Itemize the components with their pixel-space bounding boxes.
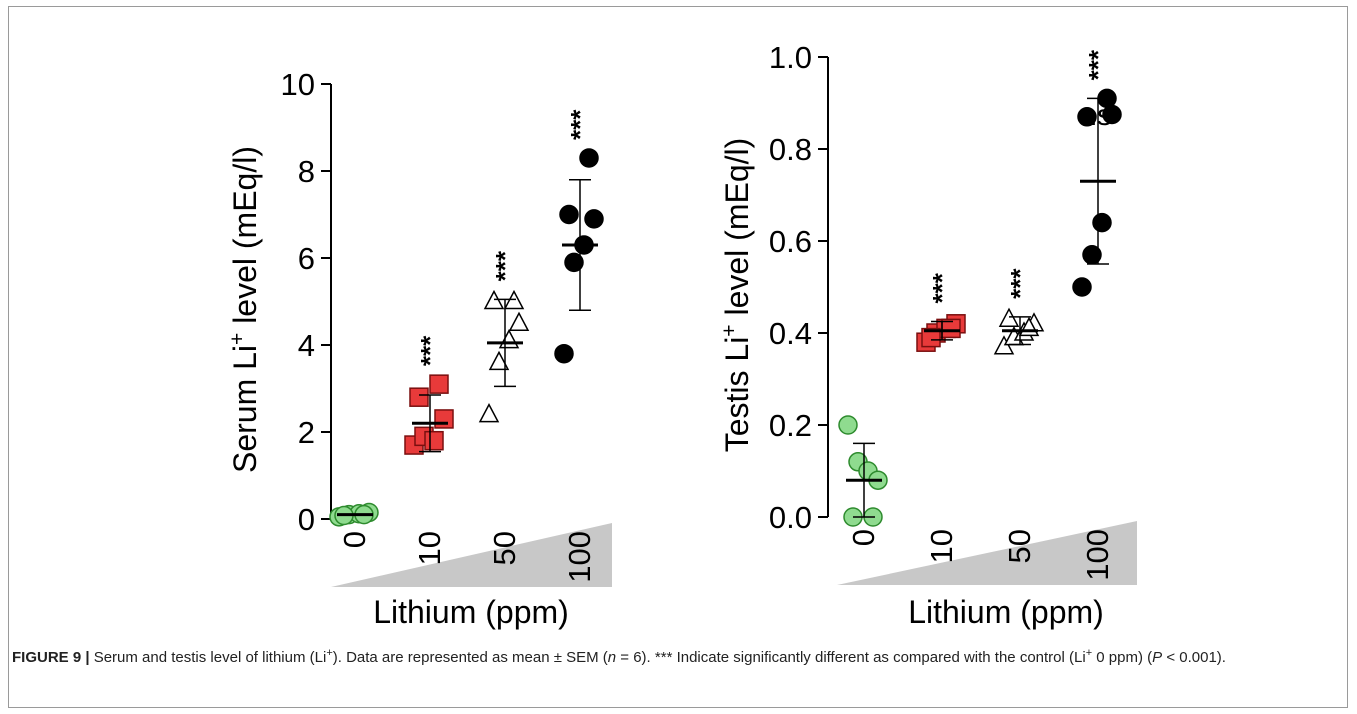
data-point xyxy=(559,204,579,225)
y-tick-label: 0.8 xyxy=(769,132,812,167)
y-axis-label: Serum Li+ level (mEq/l) xyxy=(226,146,263,473)
data-point xyxy=(584,209,604,229)
x-tick-label: 0 xyxy=(846,529,881,546)
chart-panel-1: 0 2 4 6 8 10 Serum Li+ level (mEq/l) 0 10 50 100 Li… xyxy=(226,67,612,630)
significance-stars: *** xyxy=(490,250,520,281)
y-tick-label: 1.0 xyxy=(769,40,812,75)
x-tick-label: 100 xyxy=(1080,529,1115,581)
annotation-label: ns xyxy=(1080,99,1112,132)
y-tick-label: 4 xyxy=(298,328,315,363)
data-point xyxy=(1092,212,1112,233)
caption-label: FIGURE 9 | xyxy=(12,649,90,666)
y-tick-label: 10 xyxy=(281,67,315,102)
x-tick-label: 50 xyxy=(1002,529,1037,563)
data-point xyxy=(498,329,520,349)
significance-stars: *** xyxy=(1005,268,1035,299)
significance-stars: *** xyxy=(927,272,957,303)
data-point xyxy=(424,430,444,451)
y-tick-label: 8 xyxy=(298,154,315,189)
caption-text: Serum and testis level of lithium (Li xyxy=(89,649,327,666)
x-tick-label: 100 xyxy=(562,531,597,583)
y-tick-label: 0.2 xyxy=(769,408,812,443)
x-tick-label: 0 xyxy=(337,531,372,548)
caption-text: + xyxy=(1085,647,1093,659)
dose-gradient-wedge xyxy=(837,521,1137,585)
significance-stars: *** xyxy=(565,109,595,140)
significance-stars: *** xyxy=(415,335,445,366)
data-point xyxy=(1077,107,1097,127)
data-point xyxy=(409,387,429,407)
caption-text: ). Data are represented as mean ± SEM ( xyxy=(332,649,608,666)
data-point xyxy=(998,307,1020,327)
y-tick-label: 0.4 xyxy=(769,316,812,351)
data-point xyxy=(488,350,510,371)
y-axis-label: Testis Li+ level (mEq/l) xyxy=(718,138,755,453)
chart-panel-2: 0.0 0.2 0.4 0.6 0.8 1.0 Testis Li+ level (mEq/… xyxy=(718,40,1137,630)
data-point xyxy=(838,415,858,435)
significance-stars: *** xyxy=(1083,49,1113,80)
caption-text: = 6). *** Indicate significantly differe… xyxy=(616,649,1086,666)
dose-gradient-wedge xyxy=(331,523,612,587)
data-point xyxy=(429,374,449,394)
data-point xyxy=(508,311,530,331)
y-tick-label: 0.0 xyxy=(769,500,812,535)
caption-text: < 0.001). xyxy=(1162,649,1226,666)
figure-caption: FIGURE 9 | Serum and testis level of lit… xyxy=(12,643,1342,668)
caption-text: 0 ppm) ( xyxy=(1092,649,1153,666)
y-tick-label: 0.6 xyxy=(769,224,812,259)
data-point xyxy=(921,327,941,348)
caption-text: P xyxy=(1152,649,1163,666)
data-point xyxy=(564,252,584,273)
figure-frame: 0 2 4 6 8 10 Serum Li+ level (mEq/l) 0 10 50 100 Li… xyxy=(8,6,1348,708)
caption-text: n xyxy=(607,649,617,666)
x-axis-label: Lithium (ppm) xyxy=(373,594,569,630)
data-point xyxy=(434,409,454,429)
y-tick-label: 6 xyxy=(298,241,315,276)
x-tick-label: 10 xyxy=(412,531,447,565)
x-axis-label: Lithium (ppm) xyxy=(908,594,1104,630)
data-point xyxy=(478,402,500,423)
y-tick-label: 0 xyxy=(298,502,315,537)
x-tick-label: 10 xyxy=(924,529,959,563)
y-tick-label: 2 xyxy=(298,415,315,450)
data-point xyxy=(579,148,599,168)
data-point xyxy=(554,343,574,364)
data-point xyxy=(1072,277,1092,297)
x-tick-label: 50 xyxy=(487,531,522,565)
caption-text: + xyxy=(326,647,333,659)
